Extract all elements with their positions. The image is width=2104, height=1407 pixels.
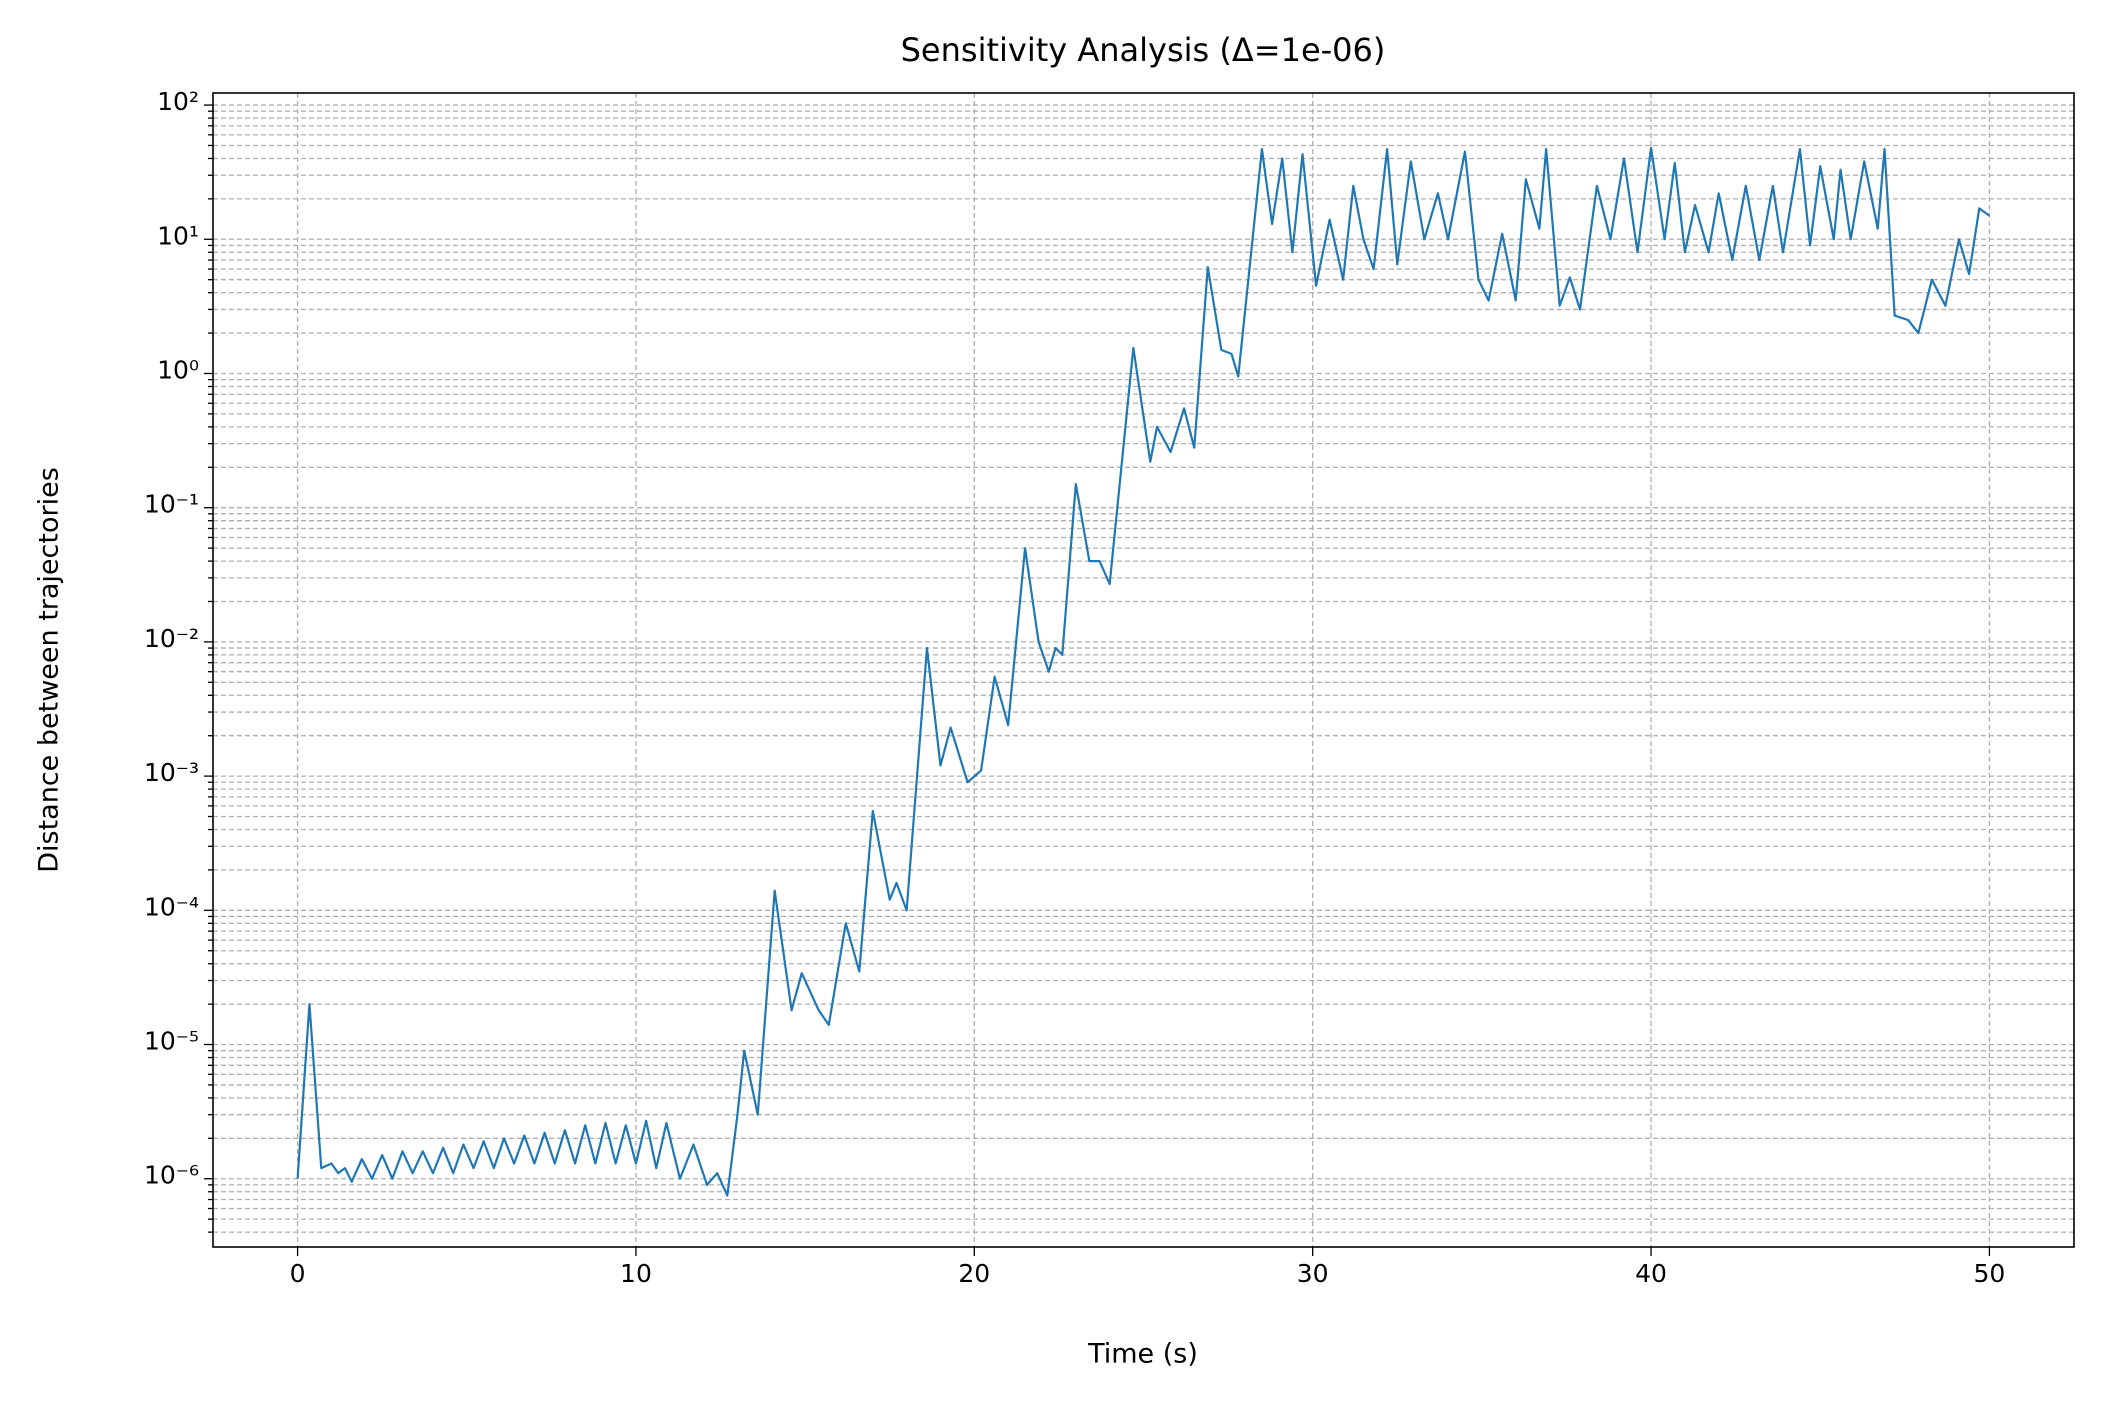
y-tick-label: 10⁰ xyxy=(157,355,199,384)
x-tick-label: 40 xyxy=(1635,1259,1667,1288)
data-line xyxy=(296,146,1991,1197)
y-tick-label: 10⁻⁵ xyxy=(144,1027,199,1056)
plot-frame xyxy=(212,92,2075,1248)
x-tick-label: 0 xyxy=(290,1259,306,1288)
y-tick-label: 10² xyxy=(157,87,199,116)
y-tick-label: 10¹ xyxy=(157,221,199,250)
x-tick-label: 20 xyxy=(958,1259,990,1288)
x-tick-label: 30 xyxy=(1297,1259,1329,1288)
x-tick-label: 50 xyxy=(1974,1259,2006,1288)
y-tick-label: 10⁻² xyxy=(144,624,199,653)
y-tick-label: 10⁻⁴ xyxy=(144,892,199,921)
x-tick-label: 10 xyxy=(620,1259,652,1288)
chart-title: Sensitivity Analysis (Δ=1e-06) xyxy=(901,31,1386,69)
y-axis-label: Distance between trajectories xyxy=(34,467,65,873)
x-axis-label: Time (s) xyxy=(1087,1339,1198,1370)
y-tick-label: 10⁻⁶ xyxy=(144,1161,199,1190)
y-tick-label: 10⁻³ xyxy=(144,758,199,787)
y-tick-label: 10⁻¹ xyxy=(144,490,199,519)
